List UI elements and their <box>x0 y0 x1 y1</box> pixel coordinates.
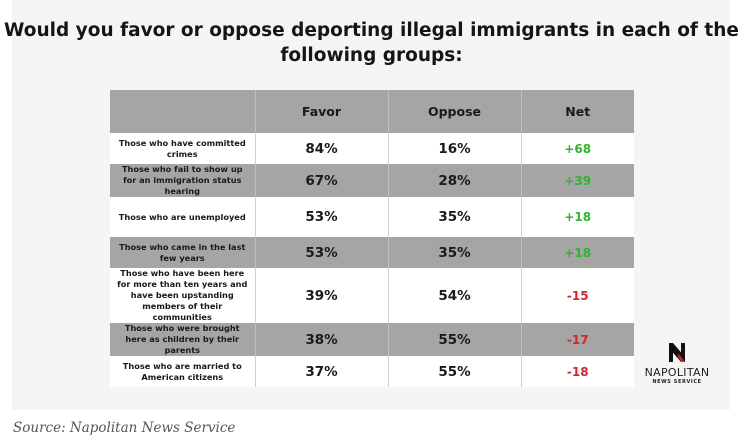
chart-title: Would you favor or oppose deporting ille… <box>4 20 739 66</box>
net-cell: -18 <box>521 356 634 387</box>
header-cell-favor: Favor <box>255 90 389 133</box>
table-row: Those who are unemployed 53% 35% +18 <box>110 197 634 237</box>
net-cell: +18 <box>521 237 634 268</box>
favor-cell: 53% <box>255 237 389 268</box>
header-cell-net: Net <box>521 90 634 133</box>
net-cell: +68 <box>521 133 634 164</box>
favor-cell: 84% <box>255 133 389 164</box>
table-body: Those who have committed crimes 84% 16% +68… <box>110 133 634 387</box>
group-label: Those who have committed crimes <box>110 133 256 164</box>
source-caption: Source: Napolitan News Service <box>13 420 236 436</box>
oppose-cell: 54% <box>388 268 522 323</box>
oppose-cell: 35% <box>388 197 522 237</box>
header-row: Favor Oppose Net <box>110 90 634 133</box>
table-row: Those who were brought here as children … <box>110 323 634 356</box>
poll-table: Favor Oppose Net Those who have committe… <box>110 90 634 387</box>
net-cell: +39 <box>521 164 634 197</box>
favor-cell: 53% <box>255 197 389 237</box>
oppose-cell: 55% <box>388 323 522 356</box>
favor-cell: 38% <box>255 323 389 356</box>
favor-cell: 39% <box>255 268 389 323</box>
logo-name: NAPOLITAN <box>644 366 710 379</box>
net-cell: -15 <box>521 268 634 323</box>
group-label: Those who are married to American citize… <box>110 356 256 387</box>
table-row: Those who have committed crimes 84% 16% +68 <box>110 133 634 164</box>
group-label: Those who fail to show up for an immigra… <box>110 164 256 197</box>
group-label: Those who have been here for more than t… <box>110 268 256 323</box>
napolitan-logo: NAPOLITAN NEWS SERVICE <box>634 342 720 386</box>
logo-subtitle: NEWS SERVICE <box>652 379 702 385</box>
group-label: Those who were brought here as children … <box>110 323 256 356</box>
table-row: Those who are married to American citize… <box>110 356 634 387</box>
header-cell-oppose: Oppose <box>388 90 522 133</box>
table-row: Those who have been here for more than t… <box>110 268 634 323</box>
group-label: Those who came in the last few years <box>110 237 256 268</box>
header-cell-group <box>110 90 256 133</box>
net-cell: +18 <box>521 197 634 237</box>
oppose-cell: 55% <box>388 356 522 387</box>
table-row: Those who fail to show up for an immigra… <box>110 164 634 197</box>
net-cell: -17 <box>521 323 634 356</box>
oppose-cell: 35% <box>388 237 522 268</box>
oppose-cell: 28% <box>388 164 522 197</box>
napolitan-n-mark-icon <box>669 343 685 362</box>
favor-cell: 37% <box>255 356 389 387</box>
group-label: Those who are unemployed <box>110 197 256 237</box>
favor-cell: 67% <box>255 164 389 197</box>
table-row: Those who came in the last few years 53% 3… <box>110 237 634 268</box>
oppose-cell: 16% <box>388 133 522 164</box>
